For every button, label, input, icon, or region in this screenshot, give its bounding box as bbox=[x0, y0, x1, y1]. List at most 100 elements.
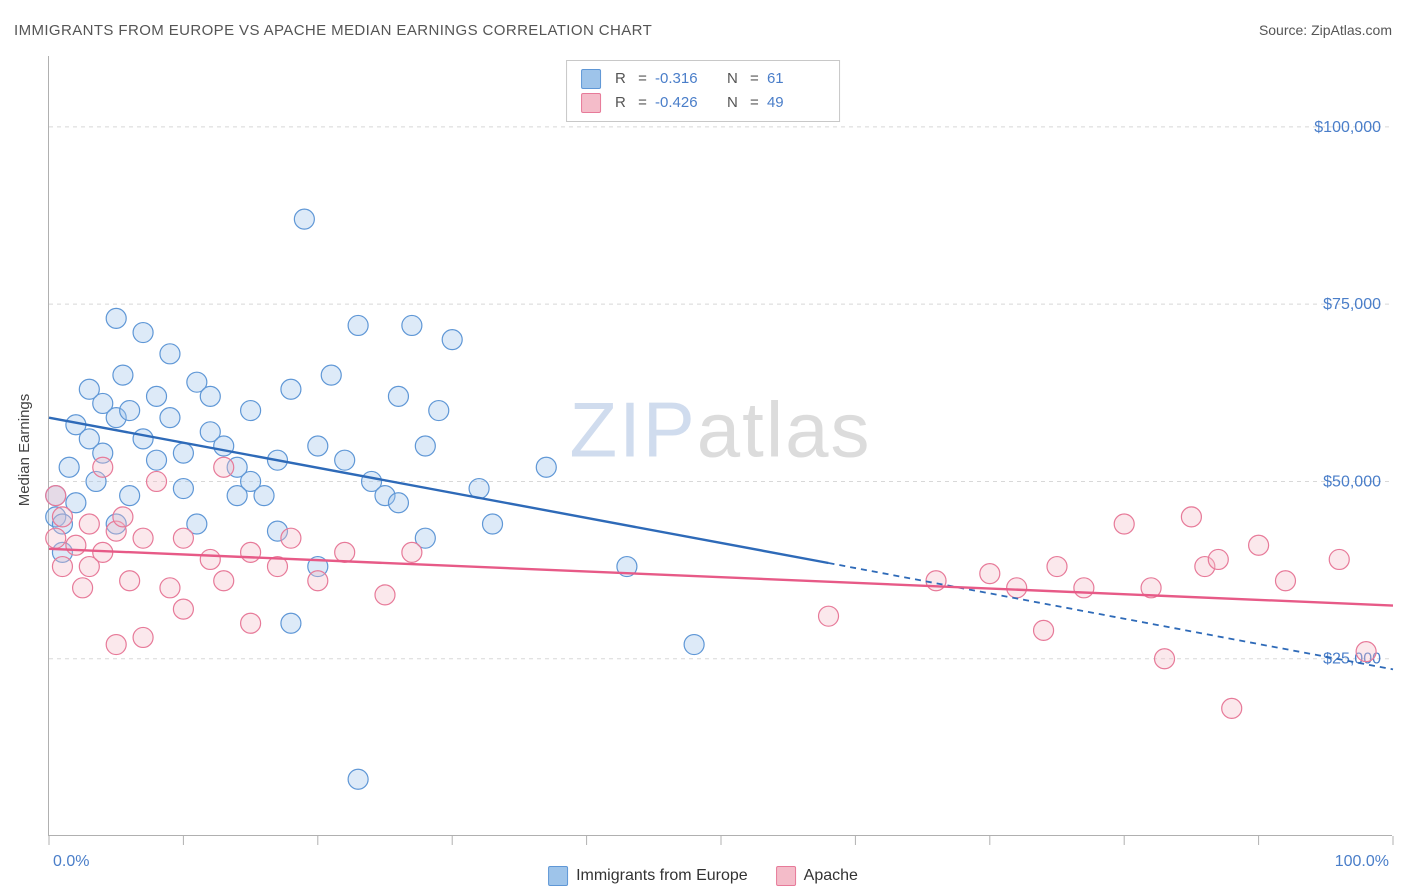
data-point bbox=[442, 330, 462, 350]
data-point bbox=[133, 627, 153, 647]
y-tick-label: $75,000 bbox=[1323, 296, 1381, 313]
data-point bbox=[1329, 549, 1349, 569]
data-point bbox=[1074, 578, 1094, 598]
swatch-series1 bbox=[581, 69, 601, 89]
swatch-bottom-1 bbox=[548, 866, 568, 886]
source-attribution: Source: ZipAtlas.com bbox=[1259, 22, 1392, 38]
chart-title: IMMIGRANTS FROM EUROPE VS APACHE MEDIAN … bbox=[14, 22, 652, 39]
r-value-2: -0.426 bbox=[655, 91, 713, 115]
data-point bbox=[173, 443, 193, 463]
data-point bbox=[1047, 557, 1067, 577]
data-point bbox=[308, 571, 328, 591]
data-point bbox=[281, 379, 301, 399]
data-point bbox=[1155, 649, 1175, 669]
y-tick-label: $50,000 bbox=[1323, 473, 1381, 490]
data-point bbox=[1208, 549, 1228, 569]
data-point bbox=[241, 613, 261, 633]
data-point bbox=[79, 514, 99, 534]
data-point bbox=[46, 486, 66, 506]
data-point bbox=[160, 408, 180, 428]
r-value-1: -0.316 bbox=[655, 67, 713, 91]
eq-sign: = bbox=[638, 94, 647, 111]
series-legend: Immigrants from Europe Apache bbox=[548, 866, 858, 886]
regression-line-extrapolated bbox=[829, 563, 1393, 669]
data-point bbox=[348, 315, 368, 335]
data-point bbox=[106, 308, 126, 328]
data-point bbox=[106, 635, 126, 655]
data-point bbox=[147, 450, 167, 470]
data-point bbox=[113, 365, 133, 385]
data-point bbox=[147, 386, 167, 406]
data-point bbox=[241, 542, 261, 562]
legend-item-2: Apache bbox=[776, 866, 858, 886]
data-point bbox=[375, 585, 395, 605]
legend-row-series2: R = -0.426 N = 49 bbox=[581, 91, 825, 115]
data-point bbox=[684, 635, 704, 655]
data-point bbox=[200, 386, 220, 406]
source-link[interactable]: ZipAtlas.com bbox=[1311, 22, 1392, 38]
data-point bbox=[160, 344, 180, 364]
data-point bbox=[308, 436, 328, 456]
legend-label-1: Immigrants from Europe bbox=[576, 867, 748, 885]
data-point bbox=[429, 401, 449, 421]
data-point bbox=[281, 613, 301, 633]
plot-area: ZIPatlas $25,000$50,000$75,000$100,0000.… bbox=[48, 56, 1392, 836]
n-label: N bbox=[727, 94, 738, 111]
legend-label-2: Apache bbox=[804, 867, 858, 885]
y-axis-title: Median Earnings bbox=[16, 394, 33, 507]
data-point bbox=[294, 209, 314, 229]
data-point bbox=[1007, 578, 1027, 598]
data-point bbox=[214, 571, 234, 591]
data-point bbox=[536, 457, 556, 477]
data-point bbox=[1356, 642, 1376, 662]
eq-sign: = bbox=[750, 70, 759, 87]
data-point bbox=[214, 436, 234, 456]
r-label: R bbox=[615, 94, 626, 111]
legend-row-series1: R = -0.316 N = 61 bbox=[581, 67, 825, 91]
data-point bbox=[254, 486, 274, 506]
data-point bbox=[160, 578, 180, 598]
data-point bbox=[214, 457, 234, 477]
data-point bbox=[59, 457, 79, 477]
data-point bbox=[120, 571, 140, 591]
data-point bbox=[1114, 514, 1134, 534]
data-point bbox=[388, 386, 408, 406]
data-point bbox=[335, 542, 355, 562]
data-point bbox=[46, 528, 66, 548]
data-point bbox=[52, 507, 72, 527]
data-point bbox=[388, 493, 408, 513]
data-point bbox=[147, 471, 167, 491]
n-value-2: 49 bbox=[767, 91, 825, 115]
data-point bbox=[1249, 535, 1269, 555]
r-label: R bbox=[615, 70, 626, 87]
scatter-plot-svg: $25,000$50,000$75,000$100,0000.0%100.0% bbox=[49, 56, 1392, 835]
data-point bbox=[113, 507, 133, 527]
data-point bbox=[200, 549, 220, 569]
data-point bbox=[173, 528, 193, 548]
data-point bbox=[93, 457, 113, 477]
swatch-series2 bbox=[581, 93, 601, 113]
regression-line bbox=[49, 549, 1393, 606]
data-point bbox=[1181, 507, 1201, 527]
n-value-1: 61 bbox=[767, 67, 825, 91]
data-point bbox=[73, 578, 93, 598]
n-label: N bbox=[727, 70, 738, 87]
data-point bbox=[1222, 698, 1242, 718]
data-point bbox=[1275, 571, 1295, 591]
data-point bbox=[1034, 620, 1054, 640]
data-point bbox=[402, 315, 422, 335]
data-point bbox=[335, 450, 355, 470]
data-point bbox=[52, 557, 72, 577]
data-point bbox=[120, 401, 140, 421]
data-point bbox=[173, 599, 193, 619]
data-point bbox=[348, 769, 368, 789]
data-point bbox=[281, 528, 301, 548]
data-point bbox=[402, 542, 422, 562]
chart-container: IMMIGRANTS FROM EUROPE VS APACHE MEDIAN … bbox=[0, 0, 1406, 892]
regression-line bbox=[49, 418, 829, 563]
data-point bbox=[133, 323, 153, 343]
data-point bbox=[120, 486, 140, 506]
legend-item-1: Immigrants from Europe bbox=[548, 866, 748, 886]
data-point bbox=[980, 564, 1000, 584]
eq-sign: = bbox=[638, 70, 647, 87]
